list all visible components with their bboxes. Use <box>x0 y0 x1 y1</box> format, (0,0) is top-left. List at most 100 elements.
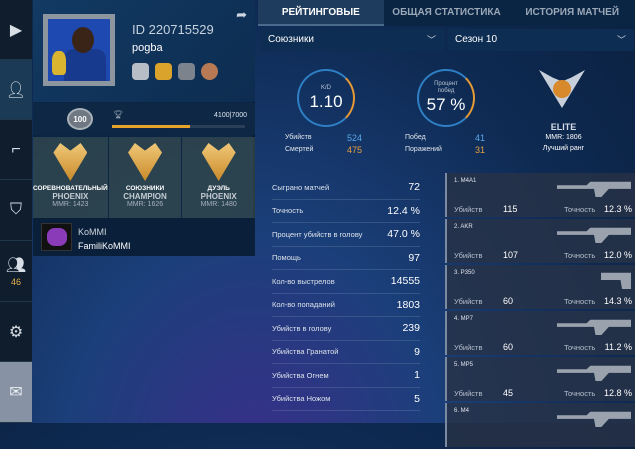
weapon-icon <box>557 411 631 427</box>
wins-row: Побед 41 <box>405 133 485 143</box>
weapon-kills-label: Убийств <box>454 205 483 214</box>
level-badge: 100 <box>67 108 93 130</box>
rank-mmr: MMR: 1480 <box>200 201 237 208</box>
rank-name: CHAMPION <box>123 192 167 201</box>
weapon-accuracy: 11.2 % <box>604 342 632 352</box>
mail-button[interactable]: ✉ <box>0 362 32 423</box>
clan-logo <box>41 223 72 251</box>
stat-label: Сыграно матчей <box>272 182 330 192</box>
tab-general-stats[interactable]: ОБЩАЯ СТАТИСТИКА <box>392 7 501 18</box>
weapon-kills: 60 <box>503 342 514 352</box>
shield-icon: ⛉ <box>9 201 22 218</box>
stat-row: Сыграно матчей 72 <box>272 176 420 200</box>
mode-value: Союзники <box>268 34 314 45</box>
stat-row: Точность 12.4 % <box>272 200 420 223</box>
deaths-value: 475 <box>347 145 363 155</box>
stat-row: Помощь 97 <box>272 247 420 270</box>
stat-value: 5 <box>414 392 420 405</box>
rank-mmr: MMR: 1626 <box>126 201 164 208</box>
weapon-card[interactable]: 1. M4A1 Убийств 115 Точность 12.3 % <box>445 173 635 217</box>
weapon-accuracy: 14.3 % <box>603 296 632 306</box>
badge-icon[interactable] <box>178 63 195 80</box>
weapon-card[interactable]: 3. P350 Убийств 60 Точность 14.3 % <box>445 265 635 309</box>
rank-card[interactable]: СОРЕВНОВАТЕЛЬНЫЙ PHOENIX MMR: 1423 <box>33 137 108 218</box>
mail-icon: ✉ <box>9 384 23 401</box>
stat-value: 14555 <box>390 275 420 288</box>
stat-row: Процент убийств в голову 47.0 % <box>272 223 420 247</box>
weapon-name: 4. MP7 <box>454 316 474 322</box>
stat-row: Кол-во попаданий 1803 <box>272 294 420 317</box>
stat-row: Убийства Ножом 5 <box>272 388 420 411</box>
rank-mode: СОЮЗНИКИ <box>125 185 165 192</box>
phoenix-rank-icon <box>53 143 88 181</box>
rank-mode: ДУЭЛЬ <box>207 185 230 192</box>
profile-button[interactable]: 👤︎ <box>0 60 32 120</box>
weapon-name: 5. MP5 <box>454 362 474 368</box>
weapon-icon <box>557 181 631 197</box>
weapon-card[interactable]: 4. MP7 Убийств 60 Точность 11.2 % <box>445 311 635 355</box>
stat-row: Убийств в голову 239 <box>272 317 420 341</box>
share-icon[interactable]: ➦ <box>236 7 247 22</box>
xp-progress-bar <box>112 125 245 128</box>
rank-name: PHOENIX <box>200 192 237 201</box>
winrate-value: 57 % <box>426 95 466 114</box>
best-rank-label: Лучший ранг <box>542 145 585 152</box>
clan-button[interactable]: ⛉ <box>0 180 32 241</box>
rank-card[interactable]: ДУЭЛЬ PHOENIX MMR: 1480 <box>182 137 255 218</box>
stat-label: Помощь <box>272 253 301 263</box>
badge-icon[interactable] <box>155 63 172 80</box>
stat-value: 1 <box>414 369 420 382</box>
weapons-button[interactable]: ⌐ <box>0 120 32 180</box>
kd-value: 1.10 <box>309 91 343 111</box>
stat-value: 97 <box>408 251 420 264</box>
mode-dropdown[interactable]: Союзники ﹀ <box>261 29 444 51</box>
stat-value: 72 <box>408 181 420 194</box>
player-name: pogba <box>132 42 163 54</box>
kills-row: Убийств 524 <box>285 133 362 143</box>
badge-icon[interactable] <box>201 63 218 80</box>
friends-count: 46 <box>10 277 21 287</box>
gear-icon: ⚙ <box>8 323 24 341</box>
stat-label: Процент убийств в голову <box>272 229 363 239</box>
winrate-ring: Процент побед 57 % <box>417 69 475 127</box>
play-button[interactable]: ▶ <box>0 0 32 60</box>
player-id: ID 220715529 <box>132 22 214 37</box>
clan-row[interactable]: KoMMI FamiliKoMMI <box>33 218 255 256</box>
kills-value: 524 <box>347 133 363 143</box>
weapon-card[interactable]: 2. AKR Убийств 107 Точность 12.0 % <box>445 219 635 263</box>
weapon-accuracy-label: Точность <box>564 343 596 352</box>
winrate-label: Процент побед <box>434 81 458 94</box>
weapon-kills: 107 <box>503 250 519 260</box>
weapon-icon <box>557 365 631 381</box>
tab-ranked[interactable]: РЕЙТИНГОВЫЕ <box>258 0 384 26</box>
avatar[interactable] <box>43 14 115 86</box>
stat-label: Убийств в голову <box>272 323 332 333</box>
weapon-icon <box>557 227 631 243</box>
stat-value: 47.0 % <box>387 228 420 241</box>
rank-mmr: MMR: 1423 <box>52 201 89 208</box>
season-value: Сезон 10 <box>455 34 498 45</box>
season-dropdown[interactable]: Сезон 10 ﹀ <box>448 29 634 51</box>
settings-button[interactable]: ⚙ <box>0 302 32 362</box>
weapon-accuracy: 12.8 % <box>603 388 632 398</box>
friends-button[interactable]: 👥︎ 46 <box>0 241 32 302</box>
sidebar: ▶ 👤︎ ⌐ ⛉ 👥︎ 46 ⚙ ✉ <box>0 0 32 423</box>
weapon-accuracy: 12.0 % <box>603 250 632 260</box>
weapon-card[interactable]: 5. MP5 Убийств 45 Точность 12.8 % <box>445 357 635 401</box>
badge-icon[interactable] <box>132 63 149 80</box>
weapon-accuracy: 12.3 % <box>603 204 632 214</box>
stat-row: Кол-во выстрелов 14555 <box>272 270 420 294</box>
kd-ring: K/D 1.10 <box>297 69 355 127</box>
deaths-label: Смертей <box>285 146 314 153</box>
weapon-card[interactable]: 6. M4 <box>445 403 635 447</box>
xp-progress-fill <box>112 125 190 128</box>
rank-card[interactable]: СОЮЗНИКИ CHAMPION MMR: 1626 <box>108 137 182 218</box>
tab-match-history[interactable]: ИСТОРИЯ МАТЧЕЙ <box>525 7 620 18</box>
stat-value: 12.4 % <box>387 204 420 217</box>
elite-rank-icon <box>539 70 585 120</box>
weapon-kills: 60 <box>503 296 514 306</box>
chevron-down-icon: ﹀ <box>426 35 436 45</box>
stat-label: Убийства Ножом <box>272 394 331 404</box>
weapon-accuracy-label: Точность <box>564 297 596 306</box>
weapon-kills: 115 <box>503 204 518 214</box>
